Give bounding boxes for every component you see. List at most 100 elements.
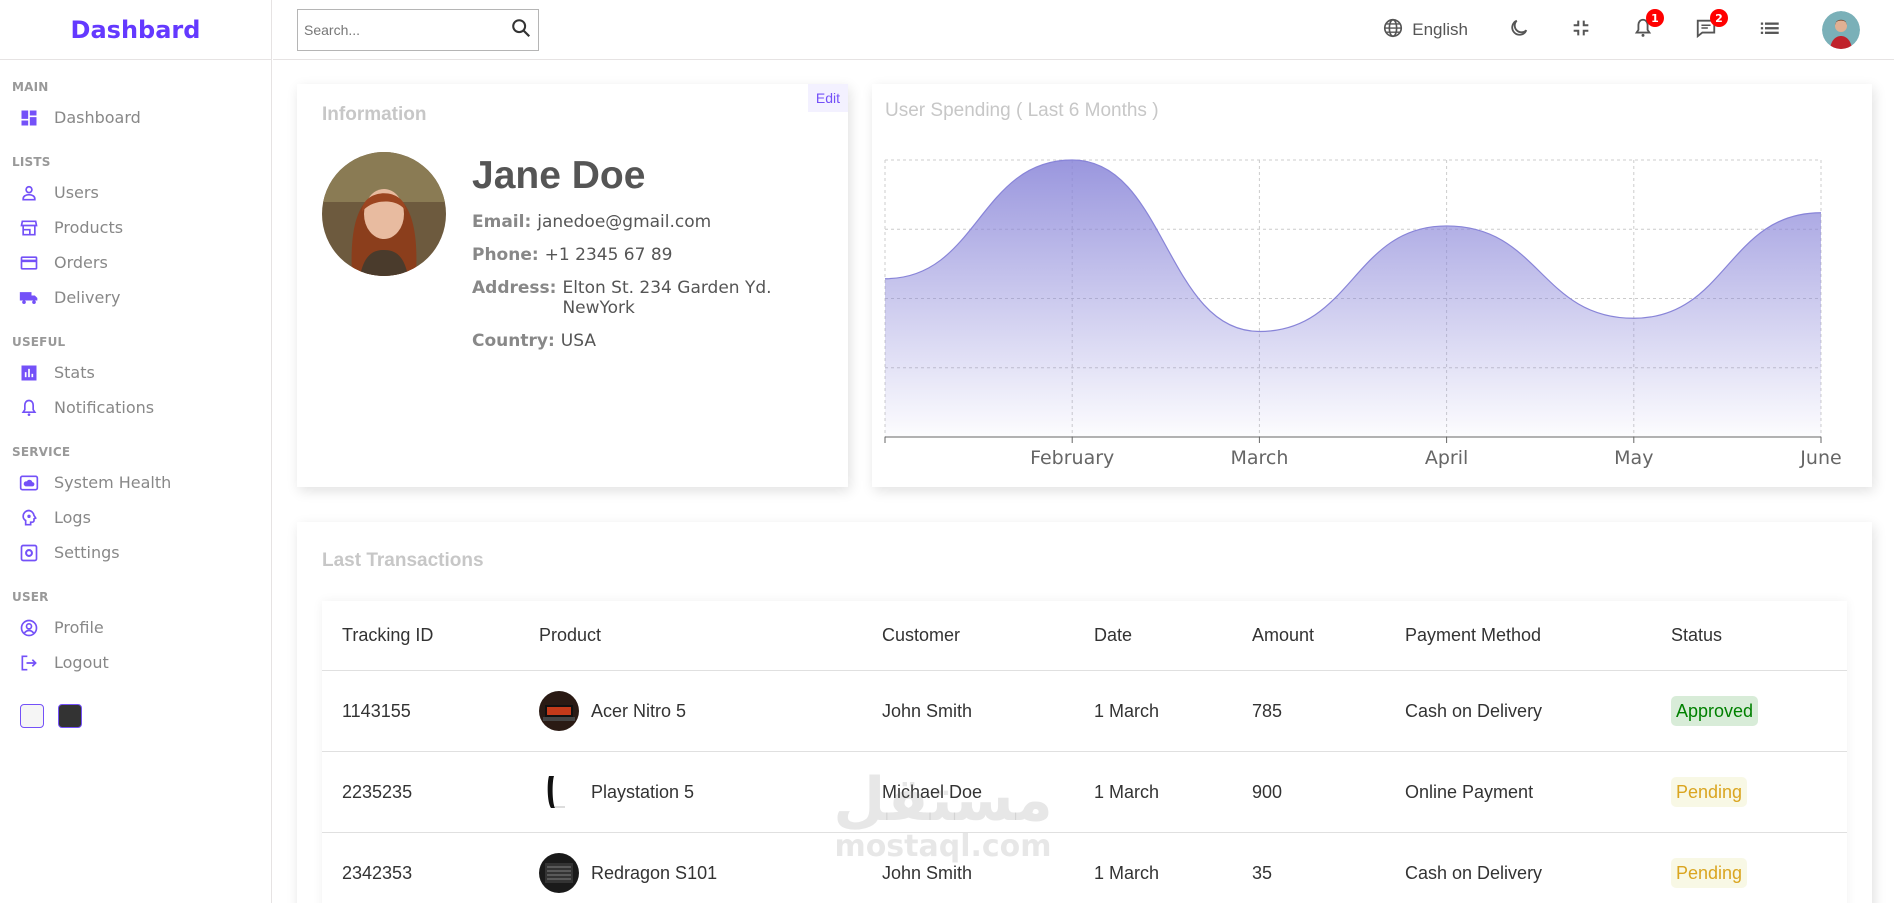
x-tick-label: May [1614, 447, 1653, 469]
table-header-row: Tracking ID Product Customer Date Amount… [322, 601, 1847, 671]
status-cell: Pending [1651, 776, 1847, 807]
user-name: Jane Doe [472, 154, 646, 197]
tracking-id: 2342353 [342, 862, 413, 883]
product-cell: Playstation 5 [519, 772, 862, 812]
sidebar-item-profile[interactable]: Profile [12, 610, 271, 645]
sidebar-item-logout[interactable]: Logout [12, 645, 271, 680]
date: 1 March [1094, 781, 1160, 802]
sidebar-section-title: LISTS [12, 155, 51, 169]
table-header[interactable]: Date [1094, 625, 1133, 645]
sidebar-item-orders[interactable]: Orders [12, 245, 271, 280]
table-header[interactable]: Status [1671, 625, 1723, 645]
x-tick-label: April [1425, 447, 1468, 469]
transactions-table: Tracking ID Product Customer Date Amount… [322, 601, 1847, 903]
edit-button[interactable]: Edit [807, 84, 848, 112]
status-badge: Pending [1671, 776, 1748, 807]
sidebar-item-label: Products [54, 218, 124, 237]
moon-icon [1508, 17, 1530, 43]
sidebar-item-stats[interactable]: Stats [12, 355, 271, 390]
dark-mode-toggle[interactable] [1508, 17, 1530, 43]
product-image [539, 691, 579, 731]
sidebar-item-label: Notifications [54, 398, 155, 417]
list-icon [1758, 17, 1782, 43]
logo[interactable]: Dashbard [0, 0, 271, 60]
store-icon [18, 217, 40, 239]
email-value: janedoe@gmail.com [537, 212, 712, 232]
sidebar-item-logs[interactable]: Logs [12, 500, 271, 535]
user-icon [18, 182, 40, 204]
phone-value: +1 2345 67 89 [544, 245, 673, 265]
product-image [539, 853, 579, 893]
notifications-counter: 1 [1646, 9, 1664, 27]
sidebar: Dashbard MAIN Dashboard LISTS Users Prod… [0, 0, 272, 903]
settings-icon [18, 542, 40, 564]
phone-row: Phone: +1 2345 67 89 [472, 245, 823, 265]
sidebar-item-label: System Health [54, 473, 172, 492]
country-key: Country: [472, 331, 555, 351]
country-value: USA [560, 331, 596, 351]
sidebar-section-title: MAIN [12, 80, 49, 94]
sidebar-item-notifications[interactable]: Notifications [12, 390, 271, 425]
table-header[interactable]: Amount [1252, 625, 1315, 645]
card-title: Last Transactions [322, 550, 484, 571]
table-header[interactable]: Tracking ID [342, 625, 434, 645]
area-fill [885, 160, 1821, 437]
notifications-button[interactable]: 1 [1632, 9, 1664, 43]
table-header[interactable]: Product [539, 625, 602, 645]
theme-options [0, 704, 271, 728]
language-selector[interactable]: English [1382, 17, 1468, 43]
table-header[interactable]: Payment Method [1405, 625, 1542, 645]
fullscreen-exit-button[interactable] [1570, 17, 1592, 43]
chart-title: User Spending ( Last 6 Months ) [885, 100, 1159, 121]
table-row[interactable]: 2235235 Playstation 5 Michael Doe 1 Marc… [322, 752, 1847, 833]
sidebar-item-label: Logs [54, 508, 91, 527]
light-theme-button[interactable] [20, 704, 44, 728]
sidebar-item-delivery[interactable]: Delivery [12, 280, 271, 315]
tracking-id: 1143155 [342, 700, 411, 721]
date: 1 March [1094, 862, 1160, 883]
sidebar-item-settings[interactable]: Settings [12, 535, 271, 570]
profile-summary: Jane Doe Email: janedoe@gmail.com Phone:… [322, 152, 823, 364]
status-badge: Approved [1671, 695, 1759, 726]
language-label: English [1412, 20, 1468, 39]
transactions-card: Last Transactions Tracking ID Product Cu… [297, 522, 1872, 903]
address-value: Elton St. 234 Garden Yd. NewYork [562, 278, 772, 318]
profile-image [322, 152, 446, 276]
search-box [297, 8, 539, 51]
dark-theme-button[interactable] [58, 704, 82, 728]
status-cell: Pending [1651, 857, 1847, 888]
logo-text[interactable]: Dashbard [70, 15, 201, 44]
avatar-image [1822, 11, 1860, 49]
search-input[interactable] [304, 21, 510, 38]
customer: John Smith [882, 862, 973, 883]
sidebar-item-system-health[interactable]: System Health [12, 465, 271, 500]
table-row[interactable]: 1143155 Acer Nitro 5 John Smith 1 March … [322, 671, 1847, 752]
product-name: Playstation 5 [591, 781, 695, 802]
table-header[interactable]: Customer [882, 625, 961, 645]
email-row: Email: janedoe@gmail.com [472, 212, 823, 232]
sidebar-section-title: USEFUL [12, 335, 66, 349]
account-circle-icon [18, 617, 40, 639]
payment-method: Cash on Delivery [1405, 862, 1543, 883]
sidebar-item-label: Settings [54, 543, 120, 562]
payment-method: Cash on Delivery [1405, 700, 1543, 721]
address-key: Address: [472, 278, 557, 298]
sidebar-item-dashboard[interactable]: Dashboard [12, 100, 271, 135]
sidebar-item-products[interactable]: Products [12, 210, 271, 245]
psychology-icon [18, 507, 40, 529]
list-button[interactable] [1758, 17, 1782, 43]
date: 1 March [1094, 700, 1160, 721]
sidebar-item-label: Profile [54, 618, 104, 637]
product-name: Redragon S101 [591, 862, 718, 883]
spending-chart: February March April May June [884, 159, 1842, 469]
avatar[interactable] [1822, 11, 1860, 49]
sidebar-item-users[interactable]: Users [12, 175, 271, 210]
navbar-items: English 1 2 [1342, 0, 1860, 60]
messages-button[interactable]: 2 [1694, 9, 1728, 43]
card-title: Information [322, 104, 427, 125]
payment-method: Online Payment [1405, 781, 1534, 802]
search-icon[interactable] [510, 17, 532, 43]
sidebar-item-label: Stats [54, 363, 95, 382]
information-card: Edit Information Jane Doe Email: janedoe… [297, 84, 848, 487]
table-row[interactable]: 2342353 Redragon S101 John Smith 1 March… [322, 833, 1847, 903]
